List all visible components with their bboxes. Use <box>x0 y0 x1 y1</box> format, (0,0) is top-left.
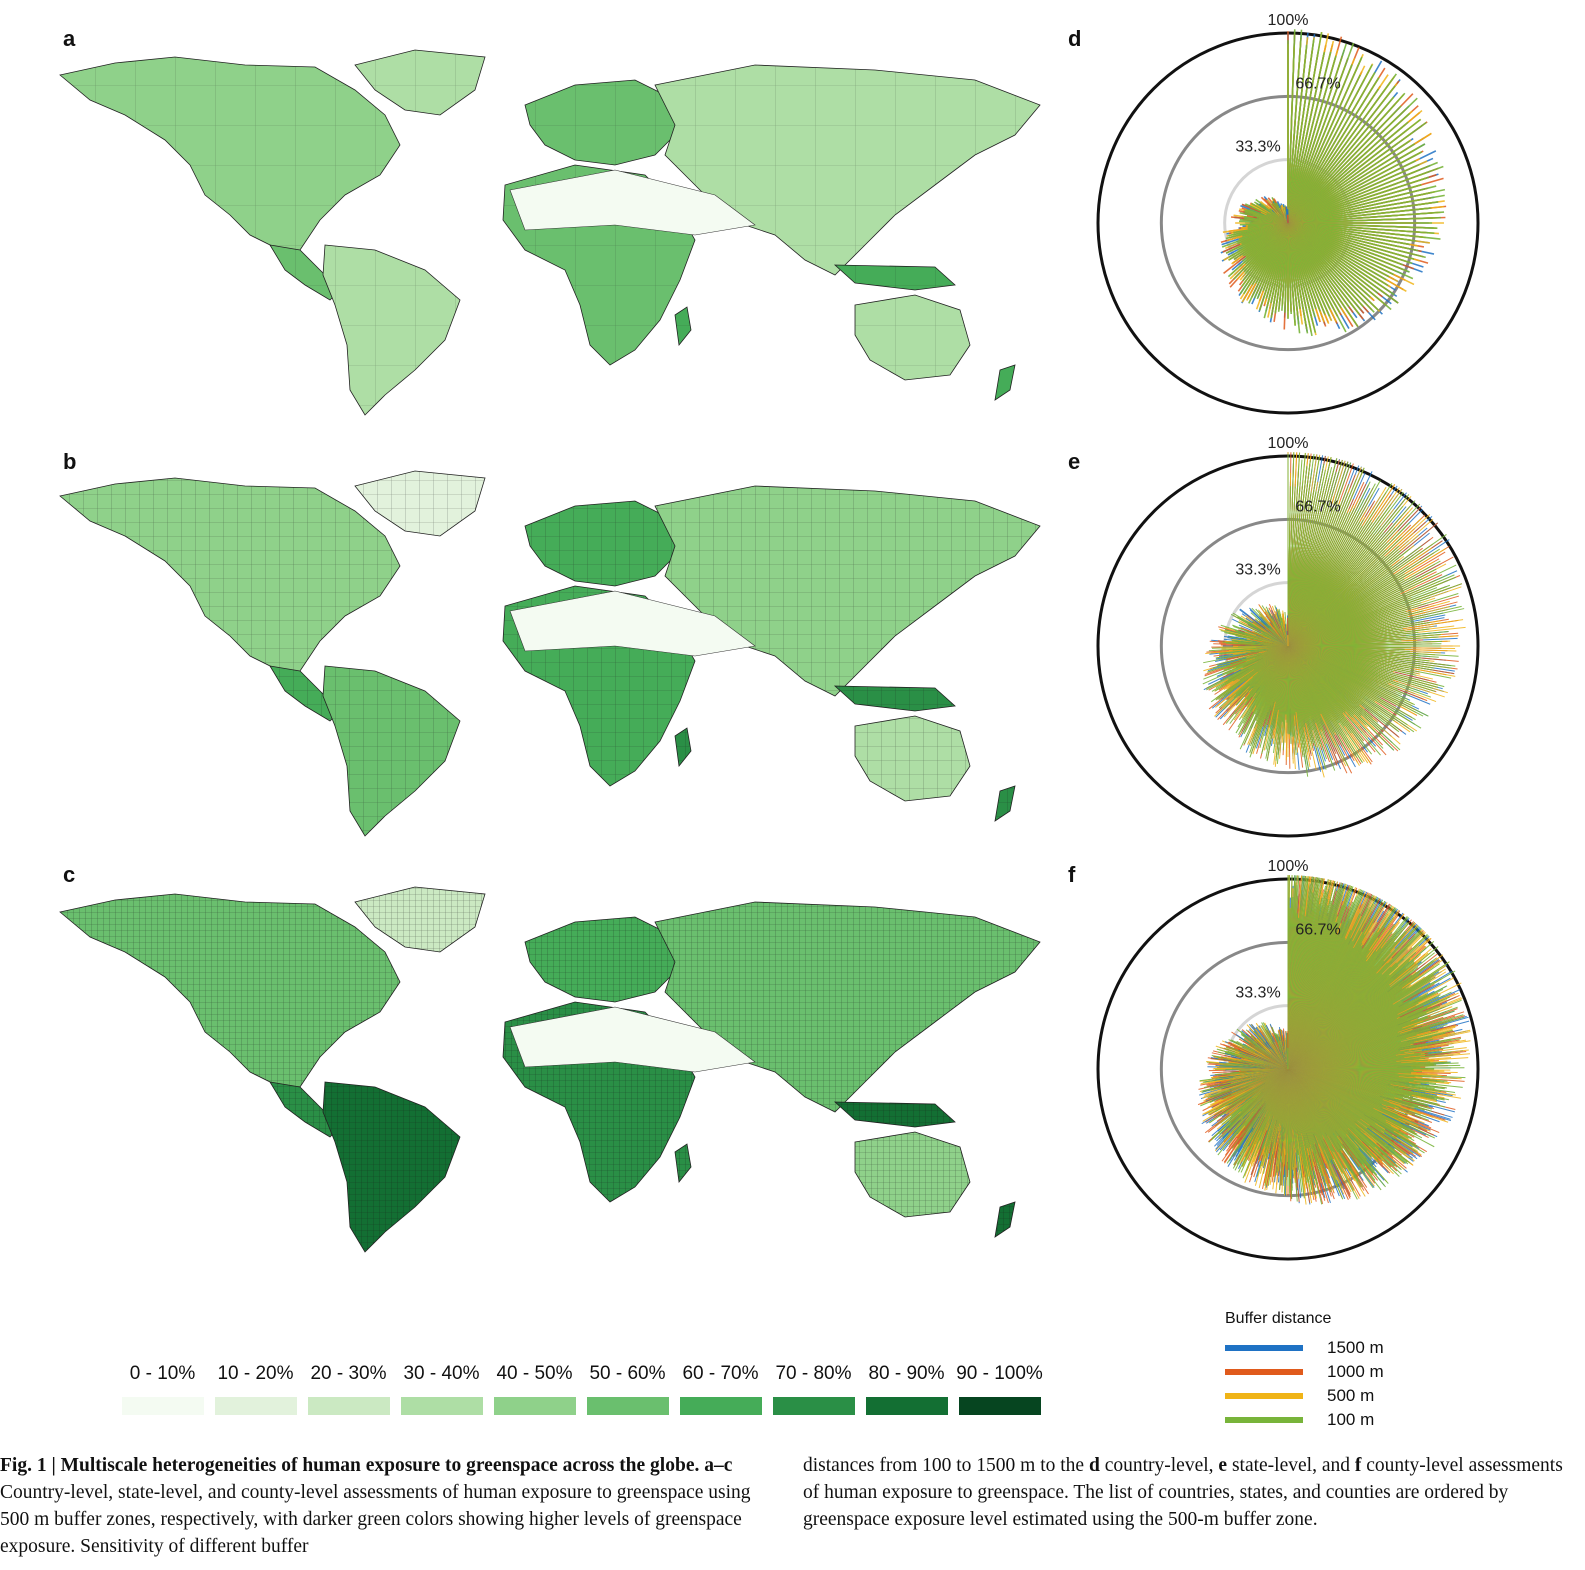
polar-bar <box>1287 51 1332 224</box>
polar-bar <box>1287 211 1445 224</box>
polar-bar <box>1287 121 1409 224</box>
australia-boundaries <box>855 295 970 380</box>
panel-label-e: e <box>1068 449 1081 474</box>
polar-bar <box>1287 29 1296 224</box>
polar-bar <box>1287 39 1315 224</box>
polar-bar <box>1287 161 1438 224</box>
polar-bar <box>1287 77 1380 224</box>
polar-bar <box>1287 73 1398 224</box>
polar-bar <box>1287 207 1431 224</box>
asia-boundaries <box>655 486 1040 696</box>
polar-bar <box>1287 222 1435 235</box>
sahara-arabia-region <box>509 590 756 657</box>
polar-chart-county-level: 100%66.7%33.3% <box>1096 858 1480 1261</box>
central-america-boundaries <box>270 1082 340 1137</box>
polar-bar <box>1287 32 1323 224</box>
polar-bar <box>1287 176 1429 224</box>
south-america-boundaries <box>323 666 460 836</box>
sahara-arabia-region <box>509 169 756 236</box>
polar-bar <box>1287 85 1396 224</box>
asia-boundaries <box>655 902 1040 1112</box>
europe-boundaries <box>525 80 675 165</box>
north-america-boundaries <box>60 894 400 1102</box>
central-america-boundaries <box>270 245 340 300</box>
south-america-boundaries <box>323 1082 460 1252</box>
polar-bar <box>1287 188 1446 224</box>
polar-bar <box>1287 88 1380 224</box>
greenland-boundaries <box>355 887 485 952</box>
south-america-boundaries <box>323 245 460 415</box>
new-zealand-boundaries <box>995 365 1015 400</box>
polar-bar <box>1287 29 1303 224</box>
polar-bar <box>1287 64 1353 224</box>
polar-bar <box>1287 97 1418 224</box>
panel-label-f: f <box>1068 862 1076 887</box>
madagascar-boundaries <box>675 1144 691 1182</box>
madagascar-boundaries <box>675 728 691 766</box>
polar-bar <box>1287 96 1395 224</box>
australia-boundaries <box>855 716 970 801</box>
world-map-county-level <box>59 886 1041 1253</box>
world-map-state-level <box>59 470 1041 837</box>
polar-bar <box>1287 165 1444 224</box>
polar-bar <box>1287 105 1402 224</box>
polar-chart-country-level: 100% 66.7% 33.3% <box>1096 12 1480 415</box>
greenland-boundaries <box>355 50 485 115</box>
panel-label-a: a <box>63 26 76 51</box>
sahara-arabia-region <box>509 1006 756 1073</box>
panel-label-b: b <box>63 449 77 474</box>
polar-bar <box>1287 112 1411 224</box>
polar-bar <box>1287 42 1355 224</box>
ring-label: 33.3% <box>1235 139 1280 156</box>
greenland-boundaries <box>355 471 485 536</box>
polar-bar <box>1287 222 1441 240</box>
polar-bar <box>1287 151 1423 224</box>
new-zealand-boundaries <box>995 1202 1015 1237</box>
asia-boundaries <box>655 65 1040 275</box>
polar-bar <box>1287 201 1439 224</box>
north-america-boundaries <box>60 478 400 686</box>
europe-boundaries <box>525 917 675 1002</box>
polar-bar <box>1287 222 1438 230</box>
panel-label-d: d <box>1068 26 1082 51</box>
polar-bar <box>1287 56 1363 224</box>
polar-bar <box>1287 51 1326 224</box>
polar-bar <box>1287 143 1426 224</box>
central-america-boundaries <box>270 666 340 721</box>
polar-chart-state-level: 100% 66.7% 33.3% <box>1096 435 1480 838</box>
madagascar-boundaries <box>675 307 691 345</box>
polar-bar <box>1287 140 1411 224</box>
australia-boundaries <box>855 1132 970 1217</box>
world-map-country-level <box>59 49 1041 416</box>
polar-bar <box>1287 160 1416 224</box>
north-america-boundaries <box>60 57 400 265</box>
indonesia-boundaries <box>835 686 955 711</box>
polar-bar <box>1287 143 1416 224</box>
polar-bar <box>1287 163 1420 224</box>
ring-label: 66.7% <box>1295 75 1340 92</box>
indonesia-boundaries <box>835 265 955 290</box>
polar-bar <box>1287 216 1441 224</box>
polar-bar <box>1287 74 1361 224</box>
polar-bar <box>1287 194 1445 224</box>
panel-label-c: c <box>63 862 76 887</box>
polar-bar <box>1287 44 1308 224</box>
polar-bar <box>1287 121 1427 224</box>
polar-bar <box>1287 184 1422 224</box>
ring-label: 66.7% <box>1295 498 1340 515</box>
polar-bar <box>1287 92 1406 224</box>
polar-bar <box>1287 64 1373 224</box>
new-zealand-boundaries <box>995 786 1015 821</box>
ring-label: 100% <box>1268 435 1309 452</box>
polar-bar <box>1287 71 1376 224</box>
polar-bar <box>1287 55 1337 224</box>
europe-boundaries <box>525 501 675 586</box>
polar-bar <box>1287 222 1426 259</box>
polar-bar <box>1287 118 1422 224</box>
polar-bar <box>1287 43 1347 224</box>
polar-bar <box>1287 185 1437 224</box>
indonesia-boundaries <box>835 1102 955 1127</box>
ring-label: 100% <box>1268 12 1309 29</box>
ring-label: 33.3% <box>1235 562 1280 579</box>
